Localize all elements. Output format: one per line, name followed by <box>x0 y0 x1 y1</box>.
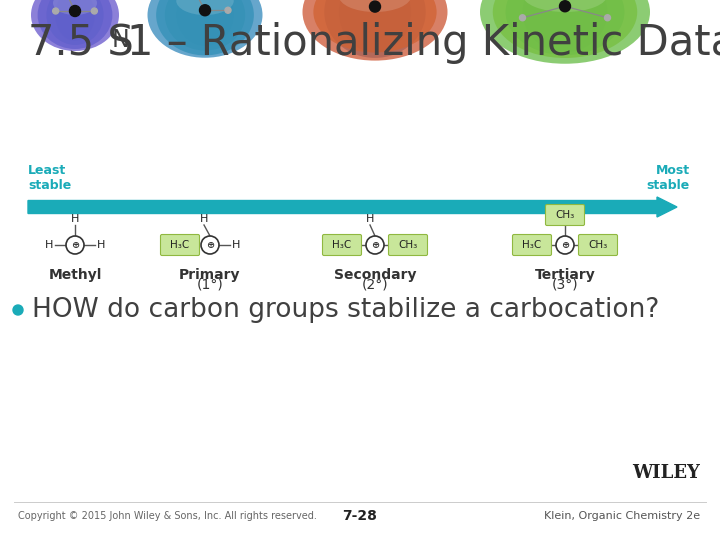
Text: Copyright © 2015 John Wiley & Sons, Inc. All rights reserved.: Copyright © 2015 John Wiley & Sons, Inc.… <box>18 511 317 521</box>
Text: Secondary: Secondary <box>334 268 416 282</box>
Ellipse shape <box>338 0 411 52</box>
Ellipse shape <box>165 0 246 51</box>
Ellipse shape <box>338 0 411 12</box>
FancyBboxPatch shape <box>161 234 199 255</box>
FancyBboxPatch shape <box>578 234 618 255</box>
Text: H: H <box>96 240 105 250</box>
Circle shape <box>13 305 23 315</box>
Text: Klein, Organic Chemistry 2e: Klein, Organic Chemistry 2e <box>544 511 700 521</box>
Text: Least
stable: Least stable <box>28 164 71 192</box>
Text: H: H <box>366 214 374 224</box>
Circle shape <box>91 8 97 14</box>
Ellipse shape <box>480 0 650 64</box>
Ellipse shape <box>55 0 95 41</box>
Circle shape <box>520 15 526 21</box>
FancyBboxPatch shape <box>389 234 428 255</box>
Ellipse shape <box>46 0 104 45</box>
FancyBboxPatch shape <box>513 234 552 255</box>
Text: N: N <box>112 28 130 52</box>
Text: ⊕: ⊕ <box>561 240 569 249</box>
Circle shape <box>369 1 380 12</box>
Ellipse shape <box>148 0 263 58</box>
Circle shape <box>559 1 570 12</box>
FancyArrow shape <box>28 197 677 217</box>
Text: 7.5 S: 7.5 S <box>28 22 134 64</box>
Circle shape <box>556 236 574 254</box>
Text: Tertiary: Tertiary <box>535 268 595 282</box>
Circle shape <box>53 8 58 14</box>
Text: CH₃: CH₃ <box>398 240 418 250</box>
Text: H: H <box>232 240 240 250</box>
Ellipse shape <box>176 0 234 46</box>
Text: (2°): (2°) <box>361 278 388 292</box>
Circle shape <box>199 5 210 16</box>
Text: HOW do carbon groups stabilize a carbocation?: HOW do carbon groups stabilize a carboca… <box>32 297 660 323</box>
Ellipse shape <box>156 0 254 56</box>
FancyBboxPatch shape <box>323 234 361 255</box>
Text: (1°): (1°) <box>197 278 223 292</box>
Text: H: H <box>200 214 208 224</box>
Circle shape <box>70 5 81 17</box>
Ellipse shape <box>324 0 426 58</box>
FancyBboxPatch shape <box>546 205 585 226</box>
Ellipse shape <box>523 0 608 52</box>
Circle shape <box>66 236 84 254</box>
Text: (3°): (3°) <box>552 278 578 292</box>
Text: H₃C: H₃C <box>171 240 189 250</box>
Text: H: H <box>71 214 79 224</box>
Ellipse shape <box>31 0 119 51</box>
Text: CH₃: CH₃ <box>555 210 575 220</box>
Text: 7-28: 7-28 <box>343 509 377 523</box>
Text: ⊕: ⊕ <box>71 240 79 249</box>
Text: Most
stable: Most stable <box>647 164 690 192</box>
Circle shape <box>201 236 219 254</box>
Ellipse shape <box>176 0 234 15</box>
Text: H₃C: H₃C <box>333 240 351 250</box>
Text: ⊕: ⊕ <box>206 240 214 249</box>
Text: H₃C: H₃C <box>523 240 541 250</box>
Ellipse shape <box>302 0 448 60</box>
Text: CH₃: CH₃ <box>588 240 608 250</box>
Text: 1 – Rationalizing Kinetic Data: 1 – Rationalizing Kinetic Data <box>127 22 720 64</box>
Text: ⊕: ⊕ <box>371 240 379 249</box>
Ellipse shape <box>37 0 112 49</box>
Circle shape <box>605 15 611 21</box>
Ellipse shape <box>523 0 608 12</box>
Text: Primary: Primary <box>179 268 240 282</box>
Ellipse shape <box>53 0 97 15</box>
Text: WILEY: WILEY <box>632 464 700 482</box>
Ellipse shape <box>505 0 624 55</box>
Text: H: H <box>45 240 53 250</box>
Ellipse shape <box>492 0 637 58</box>
Circle shape <box>366 236 384 254</box>
Text: Methyl: Methyl <box>48 268 102 282</box>
Circle shape <box>225 7 231 14</box>
Ellipse shape <box>313 0 436 52</box>
